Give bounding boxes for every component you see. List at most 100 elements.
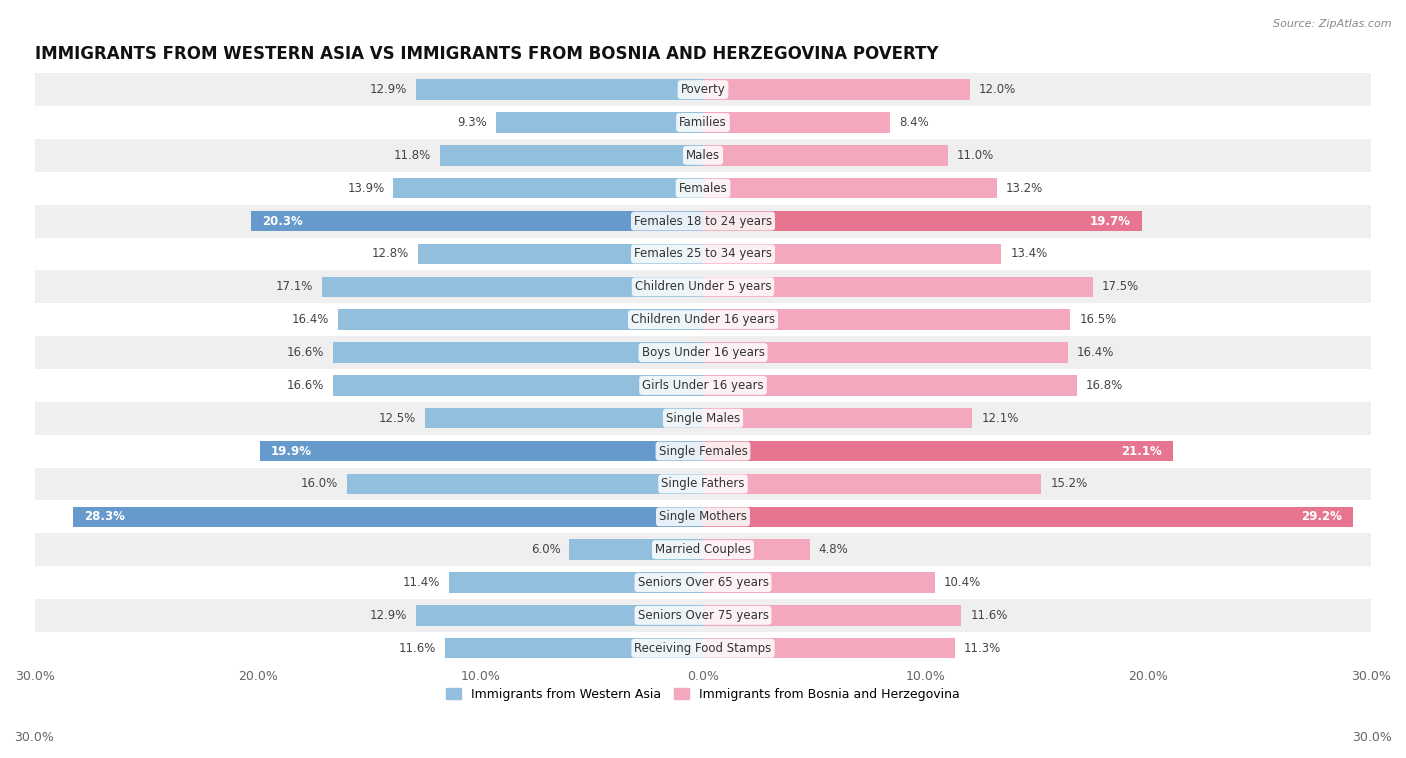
Bar xyxy=(703,178,997,199)
Text: 10.4%: 10.4% xyxy=(943,576,981,589)
Text: 13.4%: 13.4% xyxy=(1011,247,1047,261)
Bar xyxy=(703,80,970,100)
Text: 20.3%: 20.3% xyxy=(262,215,302,227)
Text: 12.1%: 12.1% xyxy=(981,412,1019,424)
Text: 16.4%: 16.4% xyxy=(1077,346,1115,359)
Text: Married Couples: Married Couples xyxy=(655,543,751,556)
Bar xyxy=(35,500,1371,533)
Text: 8.4%: 8.4% xyxy=(898,116,929,129)
Bar xyxy=(703,244,1001,264)
Bar xyxy=(416,80,703,100)
Bar xyxy=(35,106,1371,139)
Bar xyxy=(35,468,1371,500)
Text: Males: Males xyxy=(686,149,720,162)
Bar xyxy=(703,146,948,165)
Bar xyxy=(569,540,703,560)
Text: Females 25 to 34 years: Females 25 to 34 years xyxy=(634,247,772,261)
Bar xyxy=(35,74,1371,106)
Text: 11.6%: 11.6% xyxy=(398,642,436,655)
Bar xyxy=(35,172,1371,205)
Text: 12.9%: 12.9% xyxy=(370,83,406,96)
Text: 16.5%: 16.5% xyxy=(1080,313,1116,326)
Bar xyxy=(703,605,962,625)
Bar xyxy=(73,506,703,527)
Text: Single Mothers: Single Mothers xyxy=(659,510,747,523)
Legend: Immigrants from Western Asia, Immigrants from Bosnia and Herzegovina: Immigrants from Western Asia, Immigrants… xyxy=(441,683,965,706)
Bar xyxy=(250,211,703,231)
Bar xyxy=(35,632,1371,665)
Bar xyxy=(703,112,890,133)
Text: 11.3%: 11.3% xyxy=(963,642,1001,655)
Bar xyxy=(703,343,1069,362)
Bar xyxy=(35,139,1371,172)
Bar xyxy=(416,605,703,625)
Text: Seniors Over 75 years: Seniors Over 75 years xyxy=(637,609,769,622)
Text: 12.8%: 12.8% xyxy=(371,247,409,261)
Text: 30.0%: 30.0% xyxy=(14,731,53,744)
Bar xyxy=(35,533,1371,566)
Bar xyxy=(35,599,1371,632)
Text: 17.1%: 17.1% xyxy=(276,280,314,293)
Text: 12.5%: 12.5% xyxy=(378,412,416,424)
Text: 13.2%: 13.2% xyxy=(1005,182,1043,195)
Text: 11.6%: 11.6% xyxy=(970,609,1008,622)
Text: 16.6%: 16.6% xyxy=(287,346,325,359)
Bar xyxy=(703,540,810,560)
Bar xyxy=(35,369,1371,402)
Text: 17.5%: 17.5% xyxy=(1102,280,1139,293)
Bar xyxy=(703,375,1077,396)
Text: Children Under 16 years: Children Under 16 years xyxy=(631,313,775,326)
Bar xyxy=(35,205,1371,237)
Text: 4.8%: 4.8% xyxy=(818,543,849,556)
Text: Families: Families xyxy=(679,116,727,129)
Bar xyxy=(703,638,955,659)
Bar xyxy=(35,271,1371,303)
Bar xyxy=(35,402,1371,434)
Text: 11.8%: 11.8% xyxy=(394,149,432,162)
Text: Boys Under 16 years: Boys Under 16 years xyxy=(641,346,765,359)
Text: 19.7%: 19.7% xyxy=(1090,215,1130,227)
Text: Receiving Food Stamps: Receiving Food Stamps xyxy=(634,642,772,655)
Bar xyxy=(35,237,1371,271)
Bar xyxy=(703,277,1092,297)
Text: Seniors Over 65 years: Seniors Over 65 years xyxy=(637,576,769,589)
Text: Females 18 to 24 years: Females 18 to 24 years xyxy=(634,215,772,227)
Text: Girls Under 16 years: Girls Under 16 years xyxy=(643,379,763,392)
Text: 16.4%: 16.4% xyxy=(291,313,329,326)
Bar xyxy=(35,303,1371,336)
Bar xyxy=(703,309,1070,330)
Text: 12.0%: 12.0% xyxy=(979,83,1017,96)
Text: 19.9%: 19.9% xyxy=(271,445,312,458)
Bar xyxy=(703,474,1042,494)
Text: 11.0%: 11.0% xyxy=(957,149,994,162)
Bar xyxy=(449,572,703,593)
Text: Single Females: Single Females xyxy=(658,445,748,458)
Bar xyxy=(35,434,1371,468)
Bar xyxy=(496,112,703,133)
Text: 30.0%: 30.0% xyxy=(1353,731,1392,744)
Text: 16.0%: 16.0% xyxy=(301,478,337,490)
Bar xyxy=(337,309,703,330)
Bar xyxy=(35,566,1371,599)
Text: 9.3%: 9.3% xyxy=(457,116,486,129)
Text: IMMIGRANTS FROM WESTERN ASIA VS IMMIGRANTS FROM BOSNIA AND HERZEGOVINA POVERTY: IMMIGRANTS FROM WESTERN ASIA VS IMMIGRAN… xyxy=(35,45,938,64)
Text: 15.2%: 15.2% xyxy=(1050,478,1088,490)
Bar xyxy=(322,277,703,297)
Text: Children Under 5 years: Children Under 5 years xyxy=(634,280,772,293)
Text: Source: ZipAtlas.com: Source: ZipAtlas.com xyxy=(1274,19,1392,29)
Bar xyxy=(394,178,703,199)
Text: Females: Females xyxy=(679,182,727,195)
Text: Single Fathers: Single Fathers xyxy=(661,478,745,490)
Bar xyxy=(333,343,703,362)
Text: Poverty: Poverty xyxy=(681,83,725,96)
Text: 12.9%: 12.9% xyxy=(370,609,406,622)
Bar xyxy=(347,474,703,494)
Bar xyxy=(703,572,935,593)
Text: 11.4%: 11.4% xyxy=(404,576,440,589)
Bar xyxy=(333,375,703,396)
Bar xyxy=(260,441,703,462)
Text: Single Males: Single Males xyxy=(666,412,740,424)
Bar xyxy=(425,408,703,428)
Bar xyxy=(418,244,703,264)
Text: 16.6%: 16.6% xyxy=(287,379,325,392)
